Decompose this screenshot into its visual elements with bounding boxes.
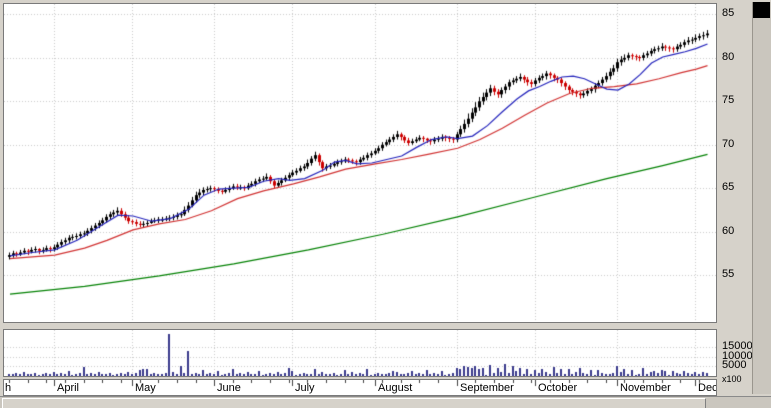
price-axis-tick-label: 85 [722,7,735,19]
price-axis-tick-label: 55 [722,268,735,280]
month-label: October [538,382,578,394]
date-axis: h April May June July August September October… [3,379,717,396]
volume-panel [3,329,717,377]
price-axis-tick-label: 75 [722,94,735,106]
price-axis-tick-label: 70 [722,138,735,150]
month-label: August [378,382,413,394]
price-chart-canvas[interactable] [4,4,716,322]
horizontal-scroll-thumb[interactable] [2,398,706,408]
volume-axis-labels: x100 15000 10000 5000 [718,329,758,391]
price-panel [3,3,717,323]
price-axis-tick-label: 60 [722,225,735,237]
volume-axis-tick-label: 10000 [722,350,753,362]
month-label: November [620,382,671,394]
date-axis-ticks-canvas [4,380,716,395]
volume-axis-tick-label: 15000 [722,340,753,352]
month-label: Dec [698,382,717,394]
month-label: September [460,382,514,394]
date-axis-partial-month-label: h [5,382,12,394]
volume-unit-label: x100 [722,374,742,384]
vertical-scrollbar[interactable] [752,2,771,394]
volume-axis-tick-label: 5000 [722,359,747,371]
month-label: June [217,382,241,394]
month-label: April [57,382,80,394]
price-axis-tick-label: 65 [722,181,735,193]
month-label: May [135,382,156,394]
price-axis-tick-label: 80 [722,51,735,63]
horizontal-scrollbar[interactable] [0,396,771,408]
price-axis-labels: 85 80 75 70 65 60 55 [718,3,752,325]
volume-chart-canvas[interactable] [4,330,716,376]
month-label: July [295,382,315,394]
corner-box[interactable] [753,2,770,18]
